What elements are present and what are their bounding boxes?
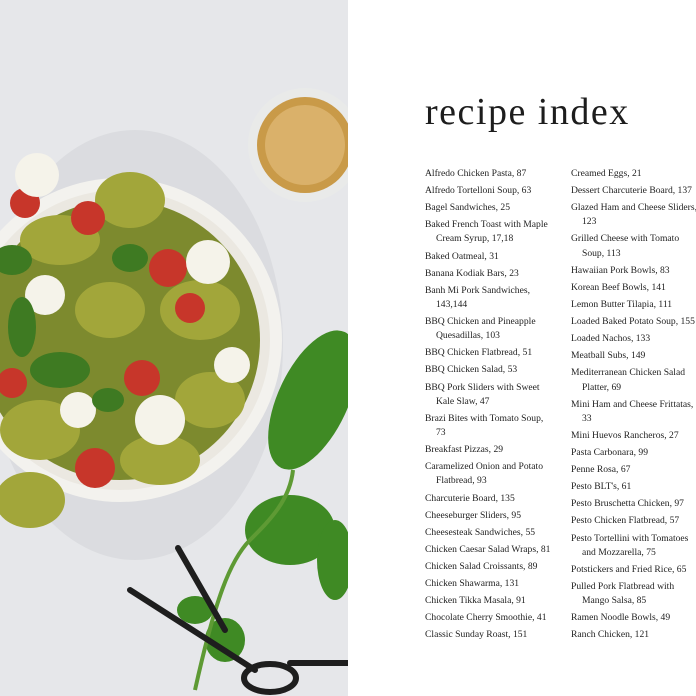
- index-entry: Caramelized Onion and Potato Flatbread, …: [425, 461, 544, 487]
- index-entry: Meatball Subs, 149: [571, 350, 646, 362]
- index-entry: Chicken Tikka Masala, 91: [425, 595, 526, 607]
- index-entry: Chicken Salad Croissants, 89: [425, 560, 538, 572]
- index-entry: Chicken Caesar Salad Wraps, 81: [425, 543, 551, 555]
- index-entry: Creamed Eggs, 21: [571, 168, 642, 179]
- index-entry: Grilled Cheese with Tomato Soup, 113: [571, 233, 680, 259]
- index-entry: Alfredo Tortelloni Soup, 63: [425, 185, 532, 197]
- index-entry: Brazi Bites with Tomato Soup, 73: [425, 412, 544, 439]
- index-entry: Charcuterie Board, 135: [425, 492, 515, 504]
- index-entry: Pesto Bruschetta Chicken, 97: [571, 498, 684, 510]
- index-entry: Chocolate Cherry Smoothie, 41: [425, 612, 547, 624]
- index-entry: Ranch Chicken, 121: [571, 629, 650, 641]
- index-entry: Hawaiian Pork Bowls, 83: [571, 264, 670, 276]
- index-entry: Baked Oatmeal, 31: [425, 250, 499, 262]
- index-entry: Mini Ham and Cheese Frittatas, 33: [571, 398, 694, 424]
- index-entry: Korean Beef Bowls, 141: [571, 281, 666, 293]
- index-entry: Penne Rosa, 67: [571, 464, 631, 476]
- index-entry: Glazed Ham and Cheese Sliders, 123: [571, 202, 696, 228]
- index-entry: Bagel Sandwiches, 25: [425, 202, 510, 214]
- index-entry: Breakfast Pizzas, 29: [425, 444, 504, 456]
- page-title: recipe index: [425, 91, 630, 133]
- index-entry: Mini Huevos Rancheros, 27: [571, 429, 679, 441]
- index-entry: Pesto BLT's, 61: [571, 481, 632, 493]
- index-entry: Pasta Carbonara, 99: [571, 447, 648, 459]
- index-entry: Baked French Toast with Maple Cream Syru…: [425, 219, 548, 245]
- index-entry: Cheeseburger Sliders, 95: [425, 509, 522, 521]
- food-photo: [0, 0, 348, 696]
- index-entry: Pesto Tortellini with Tomatoes and Mozza…: [571, 532, 689, 558]
- index-entry: Banh Mi Pork Sandwiches, 143,144: [425, 284, 530, 310]
- index-entry: Cheesesteak Sandwiches, 55: [425, 526, 536, 538]
- index-entry: Banana Kodiak Bars, 23: [425, 267, 519, 279]
- index-entry: Classic Sunday Roast, 151: [425, 629, 528, 641]
- index-entry: Mediterranean Chicken Salad Platter, 69: [571, 367, 686, 393]
- index-entry: Alfredo Chicken Pasta, 87: [425, 168, 527, 179]
- index-entry: Ramen Noodle Bowls, 49: [571, 612, 671, 624]
- index-entry: BBQ Pork Sliders with Sweet Kale Slaw, 4…: [425, 381, 540, 407]
- index-entry: BBQ Chicken and Pineapple Quesadillas, 1…: [425, 316, 536, 342]
- index-entry: Potstickers and Fried Rice, 65: [571, 563, 687, 575]
- index-entry: Loaded Nachos, 133: [571, 333, 651, 345]
- index-column: Alfredo Chicken Pasta, 87 Alfredo Tortell…: [425, 167, 552, 645]
- index-column: Creamed Eggs, 21 Dessert Charcuterie Boar…: [571, 167, 696, 645]
- index-entry: BBQ Chicken Flatbread, 51: [425, 347, 533, 359]
- recipe-index-page: recipe index Alfredo Chicken Pasta, 87 Al…: [348, 0, 696, 696]
- index-entry: Dessert Charcuterie Board, 137: [571, 185, 692, 197]
- index-entry: BBQ Chicken Salad, 53: [425, 364, 518, 376]
- index-entry: Chicken Shawarma, 131: [425, 578, 520, 589]
- index-entry: Pesto Chicken Flatbread, 57: [571, 515, 680, 527]
- index-entry: Pulled Pork Flatbread with Mango Salsa, …: [571, 580, 675, 607]
- index-entry: Lemon Butter Tilapia, 111: [571, 298, 673, 310]
- index-entry: Loaded Baked Potato Soup, 155: [571, 316, 695, 328]
